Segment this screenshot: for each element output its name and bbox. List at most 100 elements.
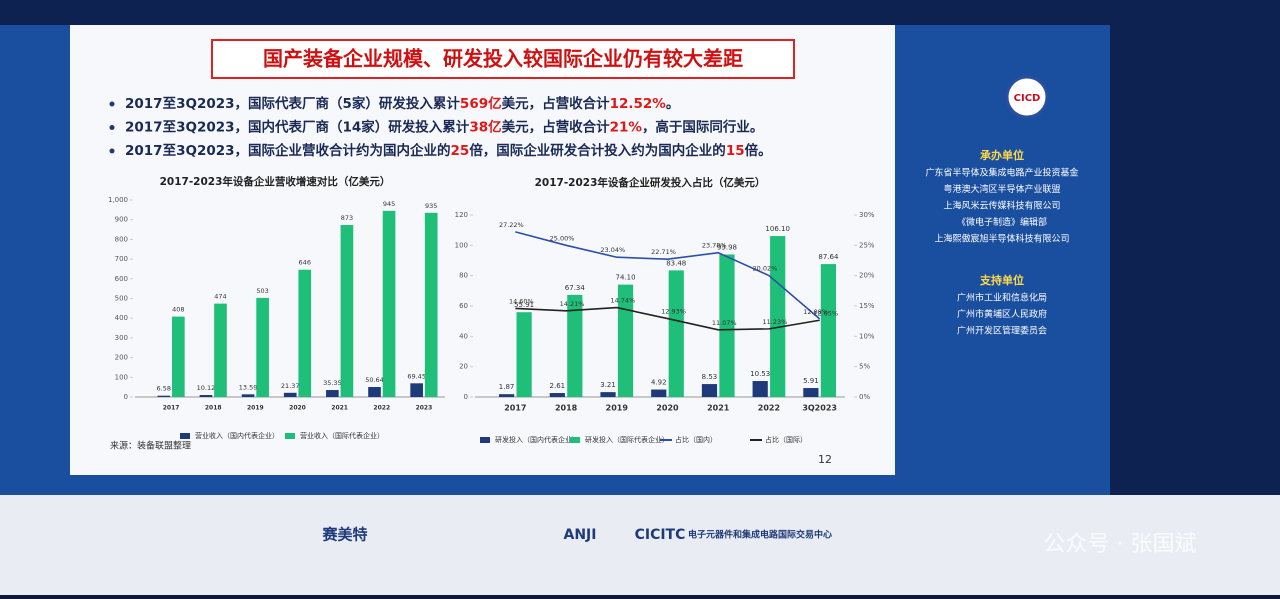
tick-label: 25%	[859, 241, 875, 249]
data-label: 646	[299, 259, 311, 267]
x-tick-label: 2020	[289, 405, 306, 412]
data-label: 935	[425, 202, 437, 210]
sponsor: CICITC	[635, 527, 686, 543]
bullet-part: 2017至3Q2023，国际代表厂商（5家）研发投入累计	[125, 95, 460, 112]
legend-label: 研发投入（国内代表企业）	[495, 435, 579, 444]
data-label: 21.37	[281, 382, 300, 390]
data-label: 93.98	[717, 243, 737, 251]
bar	[241, 394, 255, 397]
line-label: 14.21%	[560, 300, 585, 308]
bullet-part: 15	[726, 143, 745, 159]
bullet: 2017至3Q2023，国际代表厂商（5家）研发投入累计569亿美元，占营收合计…	[125, 95, 679, 112]
bar	[368, 387, 381, 397]
x-tick-label: 2019	[606, 404, 629, 413]
sidebar-item: 上海风米云传媒科技有限公司	[943, 200, 1060, 212]
line	[515, 231, 821, 320]
legend-swatch	[180, 433, 190, 439]
bullet-part: 倍，国际企业研发合计投入约为国内企业的	[469, 142, 726, 159]
chart-title: 2017-2023年设备企业营收增速对比（亿美元）	[160, 175, 391, 188]
watermark: 公众号 · 张国斌	[1044, 532, 1197, 557]
bullet-part: 38亿	[469, 119, 501, 136]
bullet-part: 21%	[610, 120, 643, 136]
logo-text: CICD	[1014, 93, 1041, 104]
data-label: 67.34	[565, 284, 586, 292]
tick-label: 100	[455, 241, 468, 249]
bar	[298, 269, 312, 397]
bar	[199, 395, 213, 397]
slide-title: 国产装备企业规模、研发投入较国际企业仍有较大差距	[263, 47, 743, 71]
x-tick-label: 2020	[656, 404, 679, 413]
tick-label: 20%	[859, 272, 875, 280]
data-label: 106.10	[765, 225, 790, 233]
sidebar-item: 《微电子制造》编辑部	[957, 216, 1047, 228]
bullet-part: 。	[666, 96, 680, 112]
tick-label: 700	[115, 255, 128, 263]
data-label: 74.10	[616, 274, 636, 282]
tick-label: 100	[115, 373, 128, 381]
line-label: 23.04%	[600, 246, 625, 254]
bullet: 2017至3Q2023，国际企业营收合计约为国内企业的25倍，国际企业研发合计投…	[125, 142, 772, 159]
bullet-part: 美元，占营收合计	[502, 119, 610, 136]
data-label: 1.87	[499, 383, 515, 391]
tick-label: 0	[124, 393, 128, 401]
line-label: 12.93%	[661, 308, 686, 316]
data-label: 10.12	[197, 384, 216, 392]
x-tick-label: 2019	[247, 405, 264, 412]
bar	[567, 294, 583, 397]
bar	[326, 390, 339, 397]
bullet-part: 12.52%	[610, 96, 667, 112]
legend-label: 占比（国内）	[675, 435, 717, 444]
legend-label: 营业收入（国际代表企业）	[300, 431, 384, 440]
data-label: 50.64	[365, 376, 384, 384]
bar	[549, 393, 565, 397]
bar	[214, 303, 227, 397]
x-tick-label: 2021	[707, 404, 730, 413]
legend-swatch	[285, 433, 295, 439]
bar	[516, 312, 532, 397]
sidebar-item: 广州市工业和信息化局	[957, 292, 1047, 304]
bar	[752, 381, 768, 397]
tick-label: 60	[459, 302, 468, 310]
bar	[651, 389, 667, 397]
data-label: 3.21	[600, 381, 616, 389]
bar	[157, 395, 171, 397]
data-label: 87.64	[818, 253, 839, 261]
tick-label: 900	[115, 216, 128, 224]
tick-label: 500	[115, 295, 128, 303]
bullet-dot	[109, 125, 115, 130]
data-label: 5.91	[803, 377, 819, 385]
bar	[600, 392, 616, 397]
line-label: 22.71%	[651, 248, 676, 256]
bullet-part: 25	[451, 143, 470, 159]
tick-label: 5%	[859, 363, 870, 371]
sidebar-item: 广州开发区管理委员会	[957, 325, 1047, 337]
bullet: 2017至3Q2023，国内代表厂商（14家）研发投入累计38亿美元，占营收合计…	[125, 119, 763, 136]
sidebar-item: 广州市黄埔区人民政府	[957, 308, 1047, 320]
data-label: 8.53	[702, 373, 718, 381]
data-label: 10.53	[750, 370, 770, 378]
sponsor-strip	[0, 495, 1280, 595]
sidebar-item: 广东省半导体及集成电路产业投资基金	[925, 167, 1078, 179]
chart-title: 2017-2023年设备企业研发投入占比（亿美元）	[535, 176, 766, 189]
data-label: 55.91	[514, 301, 534, 309]
tick-label: 10%	[859, 332, 875, 340]
bar	[701, 384, 718, 397]
data-label: 35.35	[323, 379, 342, 387]
x-tick-label: 3Q2023	[802, 404, 837, 413]
bar	[410, 383, 423, 397]
line-label: 11.07%	[712, 319, 737, 327]
tick-label: 15%	[859, 302, 875, 310]
bullet-part: 569亿	[460, 95, 502, 112]
source: 来源：装备联盟整理	[110, 440, 191, 452]
bar	[340, 225, 354, 397]
data-label: 13.59	[239, 383, 258, 391]
bar	[256, 297, 269, 397]
bullet-dot	[109, 148, 115, 154]
bar	[172, 316, 185, 397]
bar	[820, 264, 836, 397]
tick-label: 200	[115, 354, 128, 362]
sidebar-heading: 支持单位	[979, 273, 1024, 287]
data-label: 83.48	[666, 259, 686, 267]
